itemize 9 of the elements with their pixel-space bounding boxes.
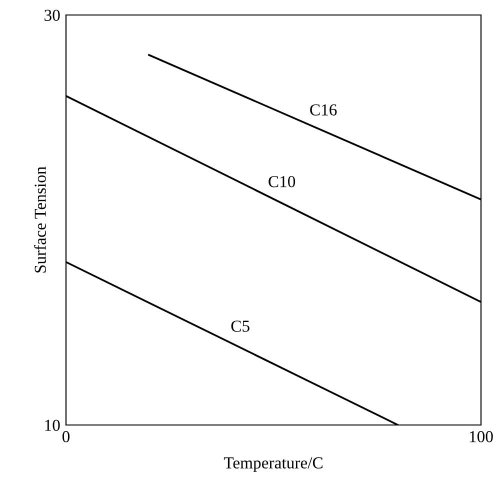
y-tick-label: 10 bbox=[45, 420, 60, 431]
x-tick-label: 0 bbox=[62, 431, 70, 442]
x-tick-label: 100 bbox=[470, 431, 493, 442]
series-label: C10 bbox=[268, 176, 296, 188]
x-axis-title: Temperature/C bbox=[224, 457, 322, 472]
series-label: C16 bbox=[310, 104, 337, 116]
series-label: C5 bbox=[231, 320, 250, 332]
y-tick-label: 30 bbox=[44, 10, 60, 21]
y-axis-title: Surface Tension bbox=[34, 166, 46, 273]
